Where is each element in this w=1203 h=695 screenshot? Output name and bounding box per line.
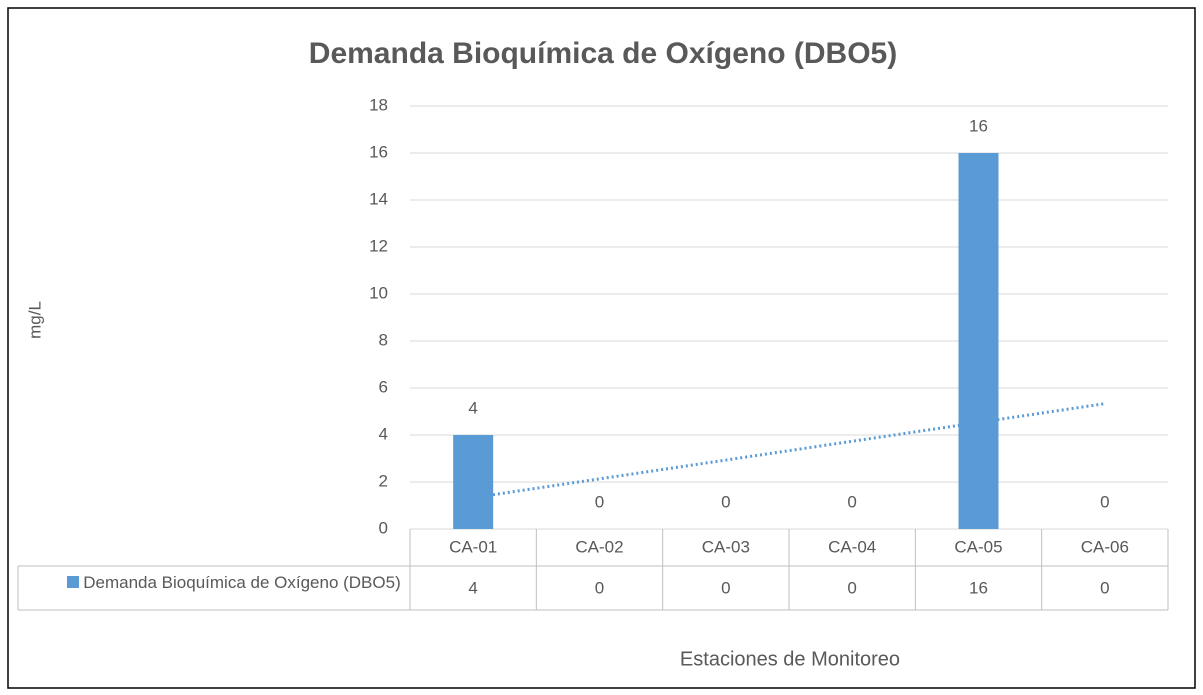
y-tick-label: 14 <box>369 189 388 208</box>
x-tick-label: CA-05 <box>954 537 1002 556</box>
x-axis-title: Estaciones de Monitoreo <box>680 648 900 670</box>
chart-title: Demanda Bioquímica de Oxígeno (DBO5) <box>309 37 897 70</box>
y-tick-label: 0 <box>379 518 388 537</box>
table-value: 0 <box>721 578 730 597</box>
table-value: 4 <box>468 578 477 597</box>
x-tick-label: CA-01 <box>449 537 497 556</box>
y-axis-title: mg/L <box>25 301 44 339</box>
data-label: 16 <box>969 116 988 135</box>
data-label: 0 <box>721 492 730 511</box>
data-label: 0 <box>595 492 604 511</box>
legend-label: Demanda Bioquímica de Oxígeno (DBO5) <box>83 573 401 592</box>
x-tick-label: CA-06 <box>1081 537 1129 556</box>
bar <box>453 435 494 529</box>
y-tick-label: 2 <box>379 471 388 490</box>
legend-entry: Demanda Bioquímica de Oxígeno (DBO5) <box>60 572 408 594</box>
x-tick-label: CA-04 <box>828 537 876 556</box>
y-tick-label: 4 <box>379 424 388 443</box>
y-tick-label: 10 <box>369 283 388 302</box>
bar <box>958 153 999 529</box>
y-tick-label: 18 <box>369 95 388 114</box>
data-label: 4 <box>468 398 477 417</box>
table-value: 16 <box>969 578 988 597</box>
x-tick-label: CA-03 <box>702 537 750 556</box>
x-tick-label: CA-02 <box>575 537 623 556</box>
table-value: 0 <box>1100 578 1109 597</box>
y-tick-label: 12 <box>369 236 388 255</box>
trendline <box>472 402 1106 500</box>
table-value: 0 <box>595 578 604 597</box>
data-label: 0 <box>847 492 856 511</box>
y-tick-label: 16 <box>369 142 388 161</box>
table-value: 0 <box>847 578 856 597</box>
data-label: 0 <box>1100 492 1109 511</box>
y-tick-label: 8 <box>379 330 388 349</box>
y-tick-label: 6 <box>379 377 388 396</box>
legend-key <box>67 576 80 588</box>
